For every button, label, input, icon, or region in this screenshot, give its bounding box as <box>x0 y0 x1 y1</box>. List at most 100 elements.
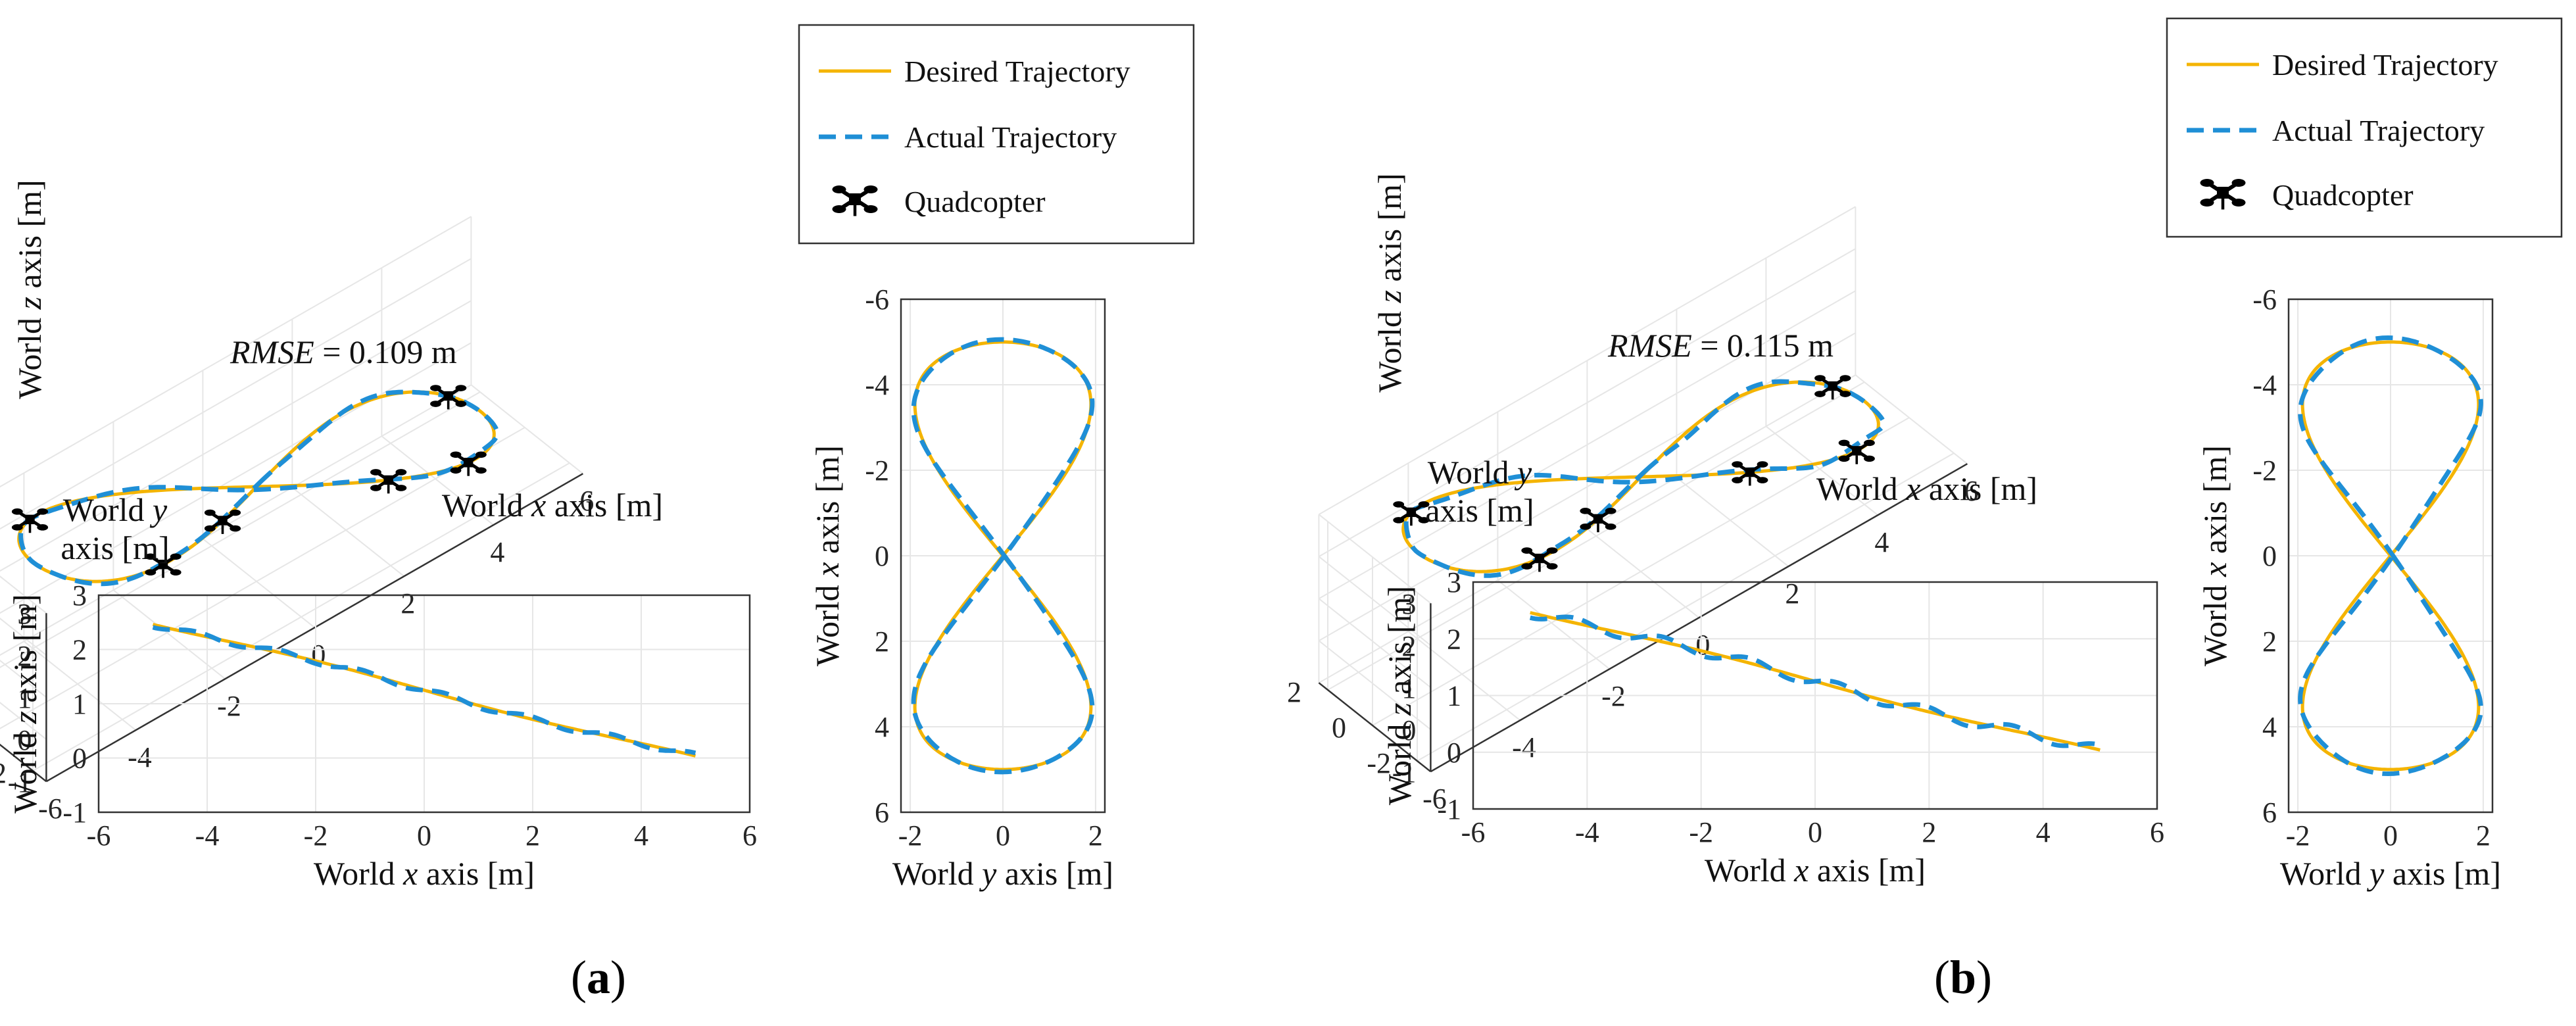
grid-line <box>1318 514 1432 604</box>
y-axis-label-3d-line2: axis [m] <box>1425 492 1534 529</box>
grid-line <box>1318 290 1856 600</box>
quad-rotor <box>170 553 182 560</box>
quad-rotor <box>475 467 487 474</box>
plot-frame <box>97 594 751 814</box>
x-tick-label: -2 <box>1689 816 1713 848</box>
quad-rotor <box>863 185 878 193</box>
quad-body <box>849 193 861 205</box>
quad-body <box>1593 514 1603 524</box>
quad-rotor <box>230 525 241 532</box>
x-tick-label: 6 <box>1964 475 1978 507</box>
label-part: World <box>7 723 43 813</box>
quad-rotor <box>2231 179 2246 187</box>
z-tick-label: -1 <box>8 766 32 798</box>
quad-body <box>218 516 228 525</box>
quad-rotor <box>455 385 467 391</box>
quad-rotor <box>370 485 381 491</box>
rmse-name: RMSE <box>230 333 314 370</box>
x-tick-label: -6 <box>1461 816 1486 848</box>
y-axis-label-3d-line2: axis [m] <box>61 529 169 566</box>
grid-line <box>1318 248 1856 558</box>
panel-paren: ) <box>610 951 626 1004</box>
x-tick-label: 2 <box>1922 816 1936 848</box>
x-axis-label: World y axis [m] <box>892 855 1113 892</box>
legend: Desired Trajectory Actual Trajectory Quadc… <box>798 24 1195 245</box>
quad-rotor <box>1814 375 1826 381</box>
x-tick-label: 2 <box>1785 577 1799 610</box>
quad-body <box>464 458 474 468</box>
x-tick-label: -2 <box>304 819 328 852</box>
y-axis-label-3d: World y <box>1428 454 1532 491</box>
label-part: World <box>1428 454 1517 491</box>
x-tick-label: 2 <box>525 819 540 852</box>
grid-line <box>0 427 525 729</box>
label-part: World <box>11 309 48 399</box>
quad-rotor <box>1732 461 1743 468</box>
quad-rotor <box>1605 524 1616 530</box>
x-tick-label: -4 <box>1512 731 1536 764</box>
x-tick-label: 0 <box>417 819 431 852</box>
z-tick-label: 3 <box>17 598 32 630</box>
quadcopter-icon <box>1814 375 1851 400</box>
grid-line <box>1497 579 1611 670</box>
quad-rotor <box>1732 477 1743 483</box>
label-part: axis [m] <box>1381 586 1418 703</box>
x-tick-label: 4 <box>1874 526 1889 558</box>
quad-rotor <box>11 524 23 531</box>
quad-body <box>1534 553 1545 564</box>
grid-line <box>0 300 472 572</box>
x-tick-label: -6 <box>38 793 62 825</box>
quad-rotor <box>37 524 49 531</box>
label-part: axis [m] <box>1371 173 1408 290</box>
x-tick-label: -6 <box>87 819 111 852</box>
quad-rotor <box>230 509 241 516</box>
quad-rotor <box>1839 375 1851 381</box>
label-part: axis [m] <box>2384 855 2501 892</box>
y-tick-label: -6 <box>865 283 889 316</box>
panel-paren: ( <box>571 951 587 1004</box>
quad-rotor <box>1605 508 1616 514</box>
label-part: World <box>1381 716 1418 805</box>
panel-label: (b) <box>1934 951 1992 1004</box>
quad-rotor <box>1393 517 1405 524</box>
rmse-label: RMSE = 0.109 m <box>230 333 457 370</box>
y-axis-line <box>0 743 47 783</box>
z-tick-label: 1 <box>17 682 32 714</box>
x-axis-label-3d: World x axis [m] <box>1816 470 2037 507</box>
quad-rotor <box>204 525 216 532</box>
panel-letter: a <box>587 951 610 1004</box>
label-part: z <box>1371 290 1408 303</box>
actual-trajectory-3d <box>18 389 500 587</box>
x-tick-label: 0 <box>2383 819 2398 852</box>
quad-rotor <box>430 385 441 391</box>
y-tick-label: 0 <box>72 743 87 775</box>
z-tick-label: 1 <box>1401 672 1416 704</box>
panel-letter: b <box>1950 951 1976 1004</box>
quad-rotor <box>475 451 487 458</box>
quadcopter-icon <box>450 451 487 476</box>
quad-rotor <box>450 451 462 458</box>
label-part: axis [m] <box>11 180 48 297</box>
quad-body <box>158 560 168 570</box>
actual-trajectory-xz <box>152 625 696 756</box>
quad-rotor <box>204 509 216 516</box>
quad-rotor <box>1864 439 1875 447</box>
panel-label: (a) <box>571 951 626 1004</box>
quad-rotor <box>1418 501 1430 508</box>
x-tick-label: -2 <box>217 690 241 722</box>
legend-actual-label: Actual Trajectory <box>904 120 1117 154</box>
quadcopter-icon <box>1580 508 1616 533</box>
label-part: World <box>2197 577 2233 666</box>
grid-line <box>23 641 137 731</box>
quadcopter-icon <box>1838 439 1875 464</box>
x-tick-label: 6 <box>2150 816 2164 848</box>
legend: Desired Trajectory Actual Trajectory Quadc… <box>2166 17 2563 238</box>
quad-rotor <box>430 401 441 407</box>
quad-rotor <box>145 569 157 576</box>
z-tick-label: 0 <box>17 724 32 756</box>
quad-rotor <box>1757 461 1768 468</box>
label-part: World <box>809 577 846 666</box>
